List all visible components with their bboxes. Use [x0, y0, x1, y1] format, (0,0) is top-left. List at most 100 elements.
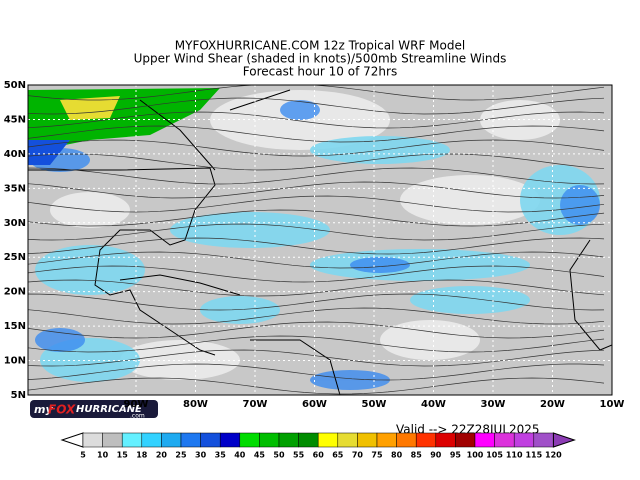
colorbar-box [259, 432, 280, 448]
colorbar-box [239, 432, 260, 448]
colorbar-label: 100 [467, 451, 484, 460]
lat-label: 45N [4, 114, 26, 125]
colorbar-label: 95 [450, 451, 462, 460]
colorbar-label: 20 [156, 451, 168, 460]
streamline [28, 181, 605, 199]
map-frame [27, 84, 613, 396]
colorbar-label: 15 [117, 451, 129, 460]
streamline [28, 279, 605, 297]
colorbar-label: 75 [371, 451, 383, 460]
lat-label: 5N [11, 390, 26, 401]
colorbar-box [82, 432, 103, 448]
lon-label: 60W [302, 399, 327, 410]
streamline [28, 265, 605, 283]
colorbar-box [415, 432, 437, 448]
colorbar-label: 60 [313, 451, 325, 460]
streamline [28, 293, 605, 311]
colorbar-label: 110 [506, 451, 523, 460]
map [28, 85, 612, 395]
streamline [28, 363, 605, 381]
colorbar-box [474, 432, 495, 448]
streamline [28, 195, 605, 213]
streamline [28, 125, 605, 143]
colorbar-box [102, 432, 123, 448]
lon-label: 90W [124, 399, 149, 410]
colorbar-end [552, 432, 576, 448]
streamline [28, 85, 605, 101]
colorbar-box [180, 432, 201, 448]
streamline [28, 223, 605, 241]
lat-label: 25N [4, 252, 26, 263]
colorbar-box [200, 432, 221, 448]
colorbar-label: 45 [254, 451, 266, 460]
logo-text: .com [130, 413, 145, 420]
colorbar-label: 115 [525, 451, 542, 460]
streamline [28, 321, 605, 339]
streamline [28, 335, 605, 353]
colorbar-box [455, 432, 476, 448]
lon-label: 10W [600, 399, 625, 410]
lon-label: 70W [243, 399, 268, 410]
colorbar-box [396, 432, 417, 448]
lon-label: 20W [540, 399, 565, 410]
colorbar-label: 105 [486, 451, 503, 460]
lat-label: 50N [4, 80, 26, 91]
lon-label: 30W [481, 399, 506, 410]
colorbar-label: 25 [175, 451, 187, 460]
colorbar-box [219, 432, 241, 448]
colorbar-label: 10 [97, 451, 109, 460]
lat-label: 10N [4, 356, 26, 367]
logo-text: HURRICANE [76, 404, 142, 415]
logo-text: FOX [48, 403, 76, 417]
logo: my FOX HURRICANE .com [30, 400, 158, 420]
lon-label: 50W [362, 399, 387, 410]
colorbar-label: 18 [136, 451, 148, 460]
colorbar-box [121, 432, 143, 448]
colorbar-end [60, 432, 84, 448]
colorbar-label: 40 [234, 451, 246, 460]
colorbar-box [435, 432, 456, 448]
colorbar-box [494, 432, 515, 448]
colorbar-label: 90 [430, 451, 442, 460]
logo-text: my [34, 403, 53, 416]
colorbar-box [513, 432, 535, 448]
colorbar-label: 80 [391, 451, 403, 460]
colorbar-label: 55 [293, 451, 305, 460]
lon-label: 80W [183, 399, 208, 410]
colorbar-box [337, 432, 358, 448]
streamline [28, 139, 605, 157]
lat-label: 30N [4, 218, 26, 229]
streamline [28, 97, 605, 115]
colorbar-label: 30 [195, 451, 207, 460]
streamline [28, 349, 605, 367]
colorbar-box [141, 432, 162, 448]
lat-label: 20N [4, 287, 26, 298]
colorbar-box [357, 432, 378, 448]
title-line: Forecast hour 10 of 72hrs [243, 65, 397, 79]
colorbar-box [298, 432, 319, 448]
colorbar-box [278, 432, 299, 448]
title-line: MYFOXHURRICANE.COM 12z Tropical WRF Mode… [175, 39, 465, 53]
colorbar-label: 120 [545, 451, 562, 460]
streamline [28, 209, 605, 227]
lat-label: 15N [4, 321, 26, 332]
lat-label: 35N [4, 183, 26, 194]
colorbar-label: 35 [215, 451, 227, 460]
streamline [28, 237, 605, 255]
streamline [28, 111, 605, 129]
streamline [28, 167, 605, 185]
colorbar-box [533, 432, 554, 448]
colorbar-label: 65 [332, 451, 344, 460]
lat-label: 40N [4, 149, 26, 160]
colorbar-label: 50 [273, 451, 285, 460]
lon-label: 40W [421, 399, 446, 410]
streamline [28, 251, 605, 269]
streamline [28, 153, 605, 171]
streamline [28, 377, 605, 395]
streamline [28, 307, 605, 325]
colorbar-label: 85 [411, 451, 423, 460]
colorbar-box [161, 432, 182, 448]
colorbar-box [317, 432, 339, 448]
